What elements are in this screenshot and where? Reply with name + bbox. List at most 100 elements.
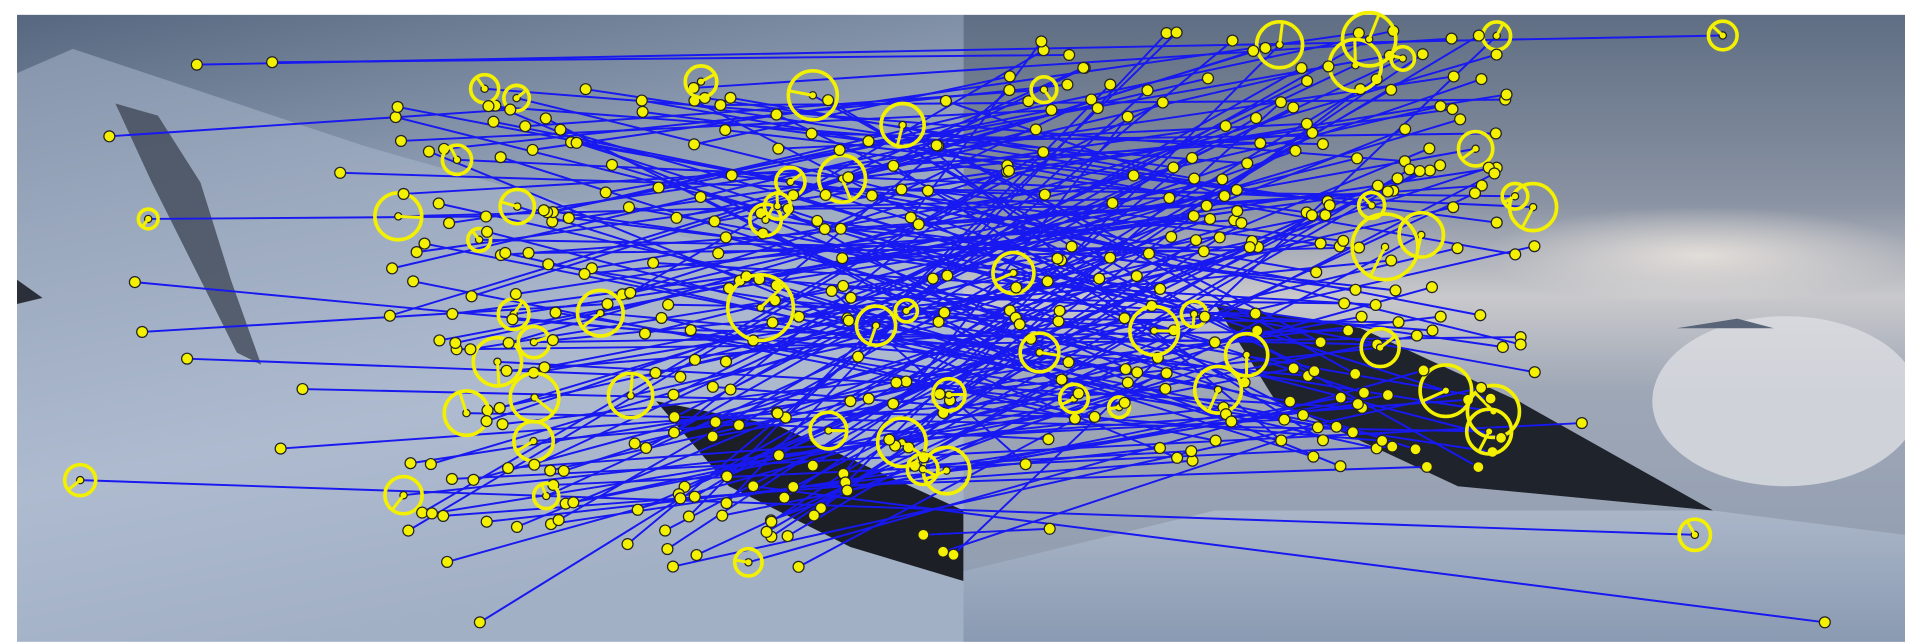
keypoint xyxy=(1043,434,1054,445)
keypoint xyxy=(748,481,759,492)
keypoint xyxy=(1066,241,1077,252)
page: {} xyxy=(0,0,1905,642)
keypoint xyxy=(474,617,485,628)
keypoint xyxy=(527,144,538,155)
keypoint xyxy=(465,344,476,355)
keypoint xyxy=(1189,173,1200,184)
keypoint xyxy=(503,337,514,348)
keypoint xyxy=(1311,267,1322,278)
keypoint xyxy=(675,371,686,382)
keypoint xyxy=(1154,443,1165,454)
keypoint xyxy=(1424,143,1435,154)
keypoint xyxy=(622,539,633,550)
keypoint xyxy=(494,403,505,414)
keypoint xyxy=(668,561,679,572)
keypoint xyxy=(1092,103,1103,114)
keypoint xyxy=(1187,153,1198,164)
keypoint xyxy=(1232,206,1243,217)
keypoint xyxy=(1485,393,1496,404)
keypoint xyxy=(843,315,854,326)
keypoint xyxy=(1201,200,1212,211)
keypoint xyxy=(411,247,422,258)
keypoint xyxy=(669,412,680,423)
keypoint xyxy=(1155,283,1166,294)
keypoint xyxy=(1161,28,1172,39)
keypoint xyxy=(842,485,853,496)
keypoint xyxy=(1359,387,1370,398)
keypoint xyxy=(468,474,479,485)
keypoint xyxy=(685,325,696,336)
keypoint xyxy=(539,362,550,373)
keypoint xyxy=(931,140,942,151)
keypoint xyxy=(834,144,845,155)
keypoint xyxy=(1386,255,1397,266)
keypoint xyxy=(1186,446,1197,457)
keypoint xyxy=(1288,102,1299,113)
keypoint xyxy=(1372,180,1383,191)
feature-match-view xyxy=(0,0,1905,642)
keypoint xyxy=(396,135,407,146)
keypoint xyxy=(500,248,511,259)
keypoint xyxy=(1160,383,1171,394)
keypoint xyxy=(707,431,718,442)
keypoint xyxy=(1062,79,1073,90)
keypoint xyxy=(933,316,944,327)
keypoint-orientation xyxy=(1193,314,1194,327)
keypoint xyxy=(481,516,492,527)
keypoint xyxy=(1489,168,1500,179)
keypoint xyxy=(838,280,849,291)
keypoint xyxy=(1078,62,1089,73)
keypoint xyxy=(1447,104,1458,115)
keypoint xyxy=(568,497,579,508)
keypoint xyxy=(1202,73,1213,84)
keypoint xyxy=(1343,325,1354,336)
keypoint xyxy=(1199,311,1210,322)
keypoint xyxy=(901,376,912,387)
cloud-glow xyxy=(1482,207,1905,304)
keypoint xyxy=(267,57,278,68)
keypoint xyxy=(1323,61,1334,72)
keypoint xyxy=(640,328,651,339)
keypoint xyxy=(1191,235,1202,246)
keypoint xyxy=(942,270,953,281)
keypoint xyxy=(1819,617,1830,628)
keypoint xyxy=(563,212,574,223)
keypoint xyxy=(823,95,834,106)
keypoint xyxy=(1435,101,1446,112)
keypoint xyxy=(866,190,877,201)
keypoint xyxy=(555,124,566,135)
keypoint xyxy=(1105,79,1116,90)
keypoint xyxy=(1042,276,1053,287)
keypoint xyxy=(1064,49,1075,60)
keypoint xyxy=(497,419,508,430)
keypoint xyxy=(717,510,728,521)
keypoint xyxy=(720,232,731,243)
keypoint xyxy=(558,465,569,476)
keypoint xyxy=(766,516,777,527)
keypoint xyxy=(481,211,492,222)
keypoint xyxy=(1132,367,1143,378)
keypoint xyxy=(1370,299,1381,310)
keypoint xyxy=(1335,461,1346,472)
keypoint xyxy=(1446,33,1457,44)
keypoint xyxy=(1122,377,1133,388)
keypoint xyxy=(1217,174,1228,185)
keypoint xyxy=(1427,325,1438,336)
keypoint xyxy=(1421,461,1432,472)
keypoint xyxy=(896,184,907,195)
keypoint xyxy=(1044,523,1055,534)
keypoint xyxy=(1510,249,1521,260)
keypoint xyxy=(1290,145,1301,156)
keypoint xyxy=(538,205,549,216)
keypoint xyxy=(1168,162,1179,173)
keypoint xyxy=(602,299,613,310)
keypoint xyxy=(1417,49,1428,60)
keypoint xyxy=(600,187,611,198)
keypoint xyxy=(503,463,514,474)
keypoint xyxy=(707,381,718,392)
keypoint xyxy=(1469,188,1480,199)
keypoint xyxy=(721,498,732,509)
keypoint xyxy=(553,515,564,526)
keypoint xyxy=(1004,85,1015,96)
keypoint xyxy=(773,143,784,154)
